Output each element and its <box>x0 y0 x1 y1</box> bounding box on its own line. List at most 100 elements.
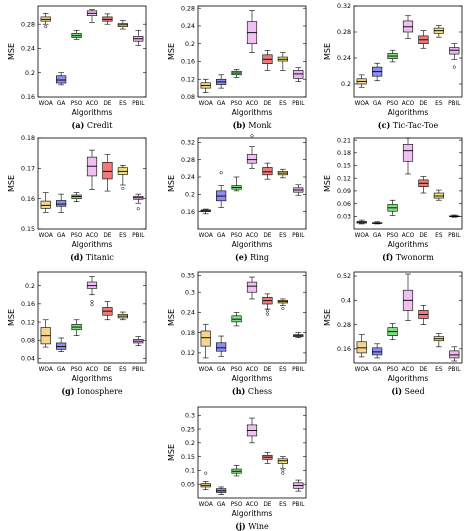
x-tick-label: ACO <box>86 367 99 373</box>
panel-wine: 0.05 0.1 0.15 0.2 0.25 0.3 WOA GA PSO ACO DE ES PBIL… <box>167 406 307 531</box>
x-tick-label: ACO <box>402 367 415 373</box>
y-tick-label: 0.28 <box>337 322 351 329</box>
box-pso <box>231 312 242 327</box>
y-tick-label: 0.12 <box>181 76 195 83</box>
y-axis-title: MSE <box>167 444 176 461</box>
box-aco <box>246 276 258 300</box>
outlier-point <box>90 303 94 307</box>
x-tick-label: GA <box>57 367 65 373</box>
x-axis-title: Algorithms <box>72 374 113 383</box>
y-tick-label: 0.15 <box>21 226 35 233</box>
panel-monk: 0.08 0.12 0.16 0.2 0.24 0.28 WOA GA PSO ACO DE ES PB… <box>167 5 307 130</box>
x-tick-label: DE <box>103 101 111 107</box>
box-de <box>262 162 273 180</box>
x-tick-label: PSO <box>71 367 83 373</box>
panel-name: Seed <box>402 387 425 396</box>
y-tick-label: 0.18 <box>337 150 351 157</box>
panel-id: (j) <box>235 521 246 531</box>
box-iqr <box>56 342 67 350</box>
y-tick-label: 0.4 <box>341 298 351 305</box>
y-axis-title: MSE <box>323 43 332 60</box>
x-tick-label: PBIL <box>292 502 305 508</box>
x-axis-title: Algorithms <box>232 374 273 383</box>
panel-name: Ring <box>248 253 269 262</box>
y-tick-label: 0.3 <box>185 289 195 296</box>
y-tick-label: 0.25 <box>181 426 195 433</box>
box-de <box>262 293 273 316</box>
panel-seed: 0.16 0.28 0.4 0.52 WOA GA PSO ACO DE ES PBIL MSE Alg… <box>323 271 463 396</box>
x-axis-title: Algorithms <box>388 374 429 383</box>
y-tick-label: 0.06 <box>337 201 351 208</box>
panel-name: Ionosphere <box>75 387 123 396</box>
x-tick-label: GA <box>217 502 225 508</box>
y-axis-title: MSE <box>167 175 176 192</box>
panel-id: (a) <box>72 120 85 130</box>
box-iqr <box>372 347 383 356</box>
panel-tic-tac-toe: 0.2 0.24 0.28 0.32 WOA GA PSO ACO DE ES PBIL MSE Alg… <box>323 3 463 130</box>
x-tick-label: ACO <box>246 367 259 373</box>
panel-titanic: 0.15 0.16 0.17 0.18 WOA GA PSO ACO DE ES PBIL MSE Al… <box>7 135 147 262</box>
y-tick-label: 0.12 <box>181 350 195 357</box>
box-pbil <box>449 346 460 362</box>
x-tick-label: ES <box>119 101 127 107</box>
box-aco <box>246 417 258 444</box>
y-tick-label: 0.2 <box>25 283 35 290</box>
x-tick-label: PBIL <box>132 233 145 239</box>
x-tick-label: PSO <box>387 101 399 107</box>
box-pbil <box>449 214 460 218</box>
x-tick-label: DE <box>263 101 271 107</box>
x-tick-label: ACO <box>246 502 259 508</box>
x-tick-label: DE <box>263 367 271 373</box>
box-pbil <box>133 193 144 211</box>
panel-caption: (c) Tic-Tac-Toe <box>378 120 439 130</box>
box-de <box>262 452 273 464</box>
x-tick-label: WOA <box>199 101 213 107</box>
box-ga <box>216 335 227 357</box>
panel-ring: 0.16 0.2 0.24 0.28 0.32 WOA GA PSO ACO DE ES PBIL MS… <box>167 134 307 262</box>
y-tick-label: 0.17 <box>21 166 35 173</box>
x-tick-label: PSO <box>231 367 243 373</box>
box-aco <box>86 9 98 23</box>
x-tick-label: GA <box>373 233 381 239</box>
y-axis-title: MSE <box>323 175 332 192</box>
box-pbil <box>449 43 460 69</box>
x-tick-label: ACO <box>86 101 99 107</box>
box-woa <box>200 208 211 215</box>
box-es <box>117 20 128 30</box>
y-tick-label: 0.32 <box>181 140 195 147</box>
box-pso <box>71 319 82 337</box>
box-de <box>418 30 429 49</box>
y-tick-label: 0.24 <box>21 46 35 53</box>
box-pso <box>387 199 398 216</box>
box-es <box>433 333 444 348</box>
panel-caption: (h) Chess <box>232 386 272 396</box>
panel-name: Monk <box>246 121 272 130</box>
y-tick-label: 0.08 <box>181 94 195 101</box>
y-axis-title: MSE <box>7 175 16 192</box>
x-tick-label: PBIL <box>292 367 305 373</box>
box-es <box>433 189 444 201</box>
x-tick-label: ACO <box>402 101 415 107</box>
box-pso <box>387 49 398 63</box>
box-iqr <box>40 200 51 209</box>
box-woa <box>356 219 367 225</box>
box-ga <box>216 74 227 89</box>
x-tick-label: GA <box>217 101 225 107</box>
y-tick-label: 0.18 <box>21 135 35 142</box>
y-axis-title: MSE <box>167 43 176 60</box>
y-tick-label: 0.2 <box>185 41 195 48</box>
y-tick-label: 0.28 <box>181 5 195 12</box>
x-axis-title: Algorithms <box>232 108 273 117</box>
panel-caption: (g) Ionosphere <box>61 386 123 396</box>
outlier-point <box>250 134 254 138</box>
x-tick-label: DE <box>263 502 271 508</box>
x-tick-label: DE <box>419 101 427 107</box>
box-es <box>277 456 288 475</box>
box-woa <box>200 323 211 359</box>
box-pso <box>231 176 242 192</box>
x-tick-label: WOA <box>199 367 213 373</box>
y-tick-label: 0.1 <box>185 468 195 475</box>
box-aco <box>86 149 98 190</box>
x-tick-label: ES <box>435 367 443 373</box>
box-de <box>418 176 429 194</box>
